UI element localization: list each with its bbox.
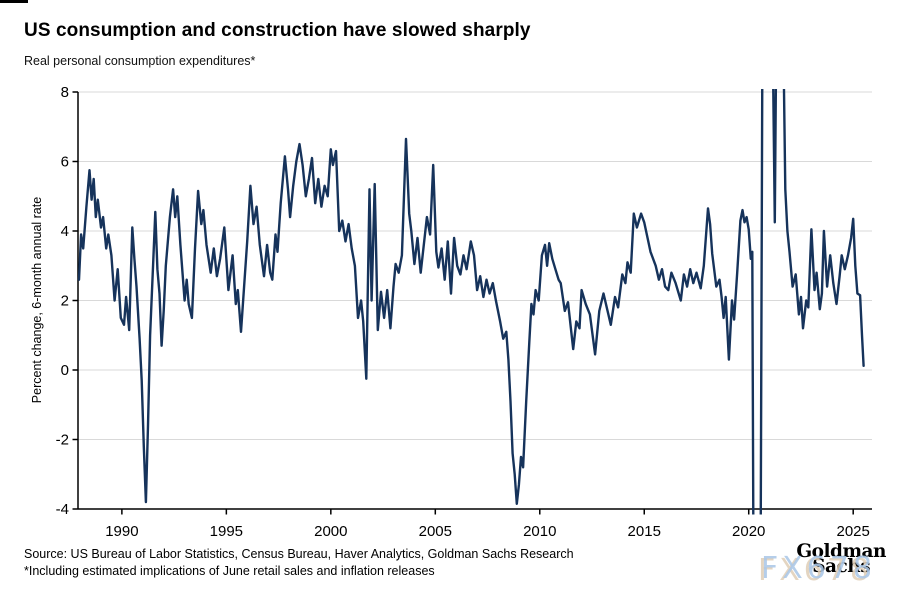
y-tick-label: 2 bbox=[61, 293, 69, 310]
x-tick-label: 1990 bbox=[105, 523, 138, 540]
page-title: US consumption and construction have slo… bbox=[24, 20, 531, 41]
x-tick-label: 2015 bbox=[628, 523, 661, 540]
y-tick-label: 4 bbox=[61, 223, 69, 240]
footnote-text: *Including estimated implications of Jun… bbox=[24, 564, 435, 578]
x-tick-label: 2010 bbox=[523, 523, 556, 540]
y-axis-title: Percent change, 6-month annual rate bbox=[30, 196, 44, 404]
x-tick-label: 2005 bbox=[419, 523, 452, 540]
y-tick-label: -2 bbox=[56, 432, 69, 449]
logo-line-goldman: Goldman bbox=[796, 541, 886, 562]
goldman-sachs-logo: Goldman Sachs bbox=[796, 541, 886, 577]
y-tick-label: 6 bbox=[61, 154, 69, 171]
source-text: Source: US Bureau of Labor Statistics, C… bbox=[24, 547, 574, 561]
corner-mark bbox=[0, 0, 28, 3]
y-tick-label: -4 bbox=[56, 501, 69, 518]
y-tick-label: 0 bbox=[61, 362, 69, 379]
chart-subtitle: Real personal consumption expenditures* bbox=[24, 54, 256, 68]
x-tick-label: 2025 bbox=[837, 523, 870, 540]
logo-line-sachs: Sachs bbox=[812, 556, 871, 577]
x-tick-label: 2020 bbox=[732, 523, 765, 540]
x-tick-label: 2000 bbox=[314, 523, 347, 540]
y-tick-label: 8 bbox=[61, 84, 69, 101]
data-line bbox=[77, 89, 865, 515]
x-tick-label: 1995 bbox=[210, 523, 243, 540]
